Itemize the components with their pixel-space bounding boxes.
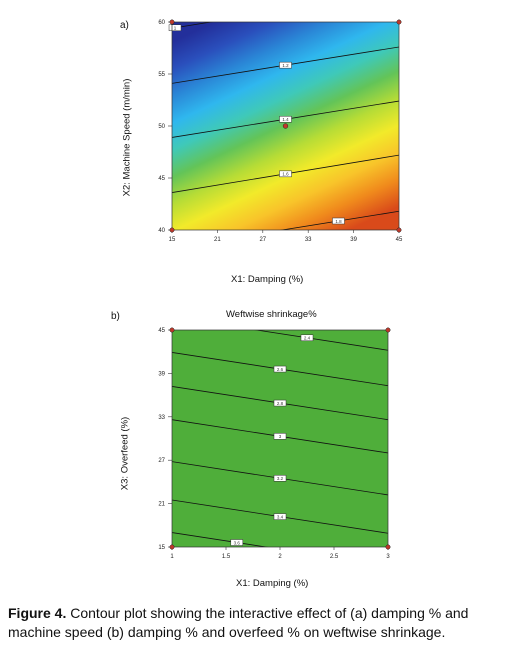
contour-label-box-4 bbox=[273, 475, 287, 482]
x-tick-label-1: 21 bbox=[214, 237, 221, 243]
contour-label-box-5 bbox=[273, 513, 287, 520]
y-tick-label-1: 45 bbox=[158, 176, 165, 182]
design-point-3 bbox=[385, 544, 391, 550]
design-point-3 bbox=[396, 227, 402, 233]
contour-line-6 bbox=[172, 532, 269, 547]
contour-label-box-1 bbox=[279, 115, 292, 123]
contour-label-4: 1.8 bbox=[335, 219, 342, 224]
y-tick-label-2: 27 bbox=[158, 458, 165, 464]
contour-label-box-0 bbox=[300, 334, 314, 342]
y-tick-label-5: 45 bbox=[158, 328, 165, 334]
contour-label-box-3 bbox=[168, 24, 182, 32]
contour-label-box-3 bbox=[273, 433, 287, 440]
caption-label: Figure 4. bbox=[8, 605, 67, 621]
caption-text: Contour plot showing the interactive eff… bbox=[8, 605, 469, 640]
x-tick-label-2: 27 bbox=[259, 237, 266, 243]
x-tick-label-2: 2 bbox=[278, 554, 282, 560]
chart-b-xlabel: X1: Damping (%) bbox=[236, 578, 309, 589]
design-point-1 bbox=[385, 327, 391, 333]
contour-line-0 bbox=[253, 330, 388, 351]
center-point bbox=[282, 123, 289, 129]
contour-label-2: 2.8 bbox=[277, 401, 284, 406]
design-point-0 bbox=[169, 327, 175, 333]
y-tick-label-2: 50 bbox=[158, 124, 165, 130]
x-tick-label-0: 1 bbox=[170, 554, 174, 560]
panel-b-label: b) bbox=[111, 311, 120, 322]
x-tick-label-3: 2.5 bbox=[330, 554, 339, 560]
chart-b: 2.4 2.6 2.8 3 3.2 3.4 3.6 1 1.5 2 2.5 3 15 21 27 33 39 45 bbox=[158, 327, 391, 560]
contour-label-1: 1.4 bbox=[282, 117, 289, 122]
contour-label-6: 3.6 bbox=[234, 540, 241, 545]
design-point-1 bbox=[396, 19, 402, 25]
contour-label-3: 3 bbox=[279, 434, 282, 439]
design-point-2 bbox=[169, 544, 175, 550]
contour-line-4 bbox=[279, 210, 399, 230]
chart-b-title: Weftwise shrinkage% bbox=[226, 309, 317, 320]
contour-label-0: 2.4 bbox=[304, 336, 311, 341]
y-tick-label-4: 60 bbox=[158, 20, 165, 26]
x-tick-label-1: 1.5 bbox=[222, 554, 231, 560]
contour-label-box-1 bbox=[273, 365, 287, 373]
y-tick-label-4: 39 bbox=[158, 371, 165, 377]
contour-label-3: 1 bbox=[174, 26, 177, 31]
x-tick-label-4: 3 bbox=[386, 554, 390, 560]
y-tick-label-1: 21 bbox=[158, 502, 165, 508]
figure-caption: Figure 4. Contour plot showing the inter… bbox=[8, 604, 504, 642]
contour-label-box-2 bbox=[279, 61, 292, 69]
contour-label-5: 3.4 bbox=[277, 514, 284, 519]
contour-label-box-6 bbox=[230, 539, 244, 546]
y-tick-label-0: 15 bbox=[158, 545, 165, 551]
contour-label-2: 1.2 bbox=[282, 63, 289, 68]
y-tick-label-3: 55 bbox=[158, 72, 165, 78]
x-tick-label-0: 15 bbox=[169, 237, 176, 243]
chart-a: 1.6 1.4 1.2 1 1.8 15 21 27 33 39 45 40 45 50 55 60 bbox=[158, 19, 403, 243]
design-point-2 bbox=[169, 227, 175, 233]
chart-a-xlabel: X1: Damping (%) bbox=[231, 274, 304, 285]
x-tick-label-5: 45 bbox=[396, 237, 403, 243]
contour-label-4: 3.2 bbox=[277, 476, 284, 481]
x-tick-label-4: 39 bbox=[350, 237, 357, 243]
design-point-0 bbox=[169, 19, 175, 25]
contour-label-0: 1.6 bbox=[282, 172, 289, 177]
y-tick-label-0: 40 bbox=[158, 228, 165, 234]
contour-label-box-2 bbox=[273, 399, 287, 407]
x-tick-label-3: 33 bbox=[305, 237, 312, 243]
contour-label-box-0 bbox=[279, 170, 292, 178]
contour-label-1: 2.6 bbox=[277, 367, 284, 372]
contour-label-box-4 bbox=[332, 217, 345, 225]
y-tick-label-3: 33 bbox=[158, 415, 165, 421]
panel-a-label: a) bbox=[120, 20, 129, 31]
